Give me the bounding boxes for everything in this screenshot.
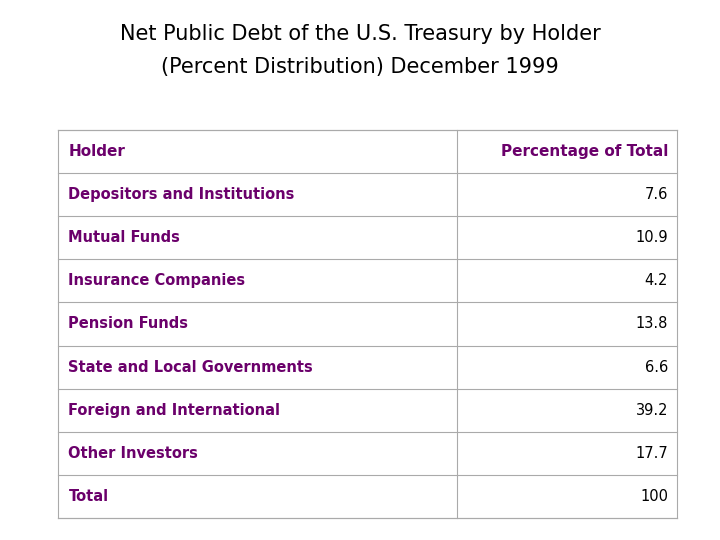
Text: 6.6: 6.6 [645, 360, 668, 375]
Text: Foreign and International: Foreign and International [68, 403, 280, 418]
Text: Total: Total [68, 489, 109, 504]
Text: (Percent Distribution) December 1999: (Percent Distribution) December 1999 [161, 57, 559, 77]
Text: 4.2: 4.2 [645, 273, 668, 288]
Text: Pension Funds: Pension Funds [68, 316, 189, 332]
Text: 17.7: 17.7 [636, 446, 668, 461]
Text: 39.2: 39.2 [636, 403, 668, 418]
Text: 13.8: 13.8 [636, 316, 668, 332]
Text: 7.6: 7.6 [645, 187, 668, 202]
Text: 100: 100 [640, 489, 668, 504]
Text: Insurance Companies: Insurance Companies [68, 273, 246, 288]
Text: Other Investors: Other Investors [68, 446, 198, 461]
Text: Depositors and Institutions: Depositors and Institutions [68, 187, 294, 202]
Text: Percentage of Total: Percentage of Total [501, 144, 668, 159]
Text: Mutual Funds: Mutual Funds [68, 230, 180, 245]
Text: Holder: Holder [68, 144, 125, 159]
Text: State and Local Governments: State and Local Governments [68, 360, 313, 375]
Text: 10.9: 10.9 [636, 230, 668, 245]
Text: Net Public Debt of the U.S. Treasury by Holder: Net Public Debt of the U.S. Treasury by … [120, 24, 600, 44]
